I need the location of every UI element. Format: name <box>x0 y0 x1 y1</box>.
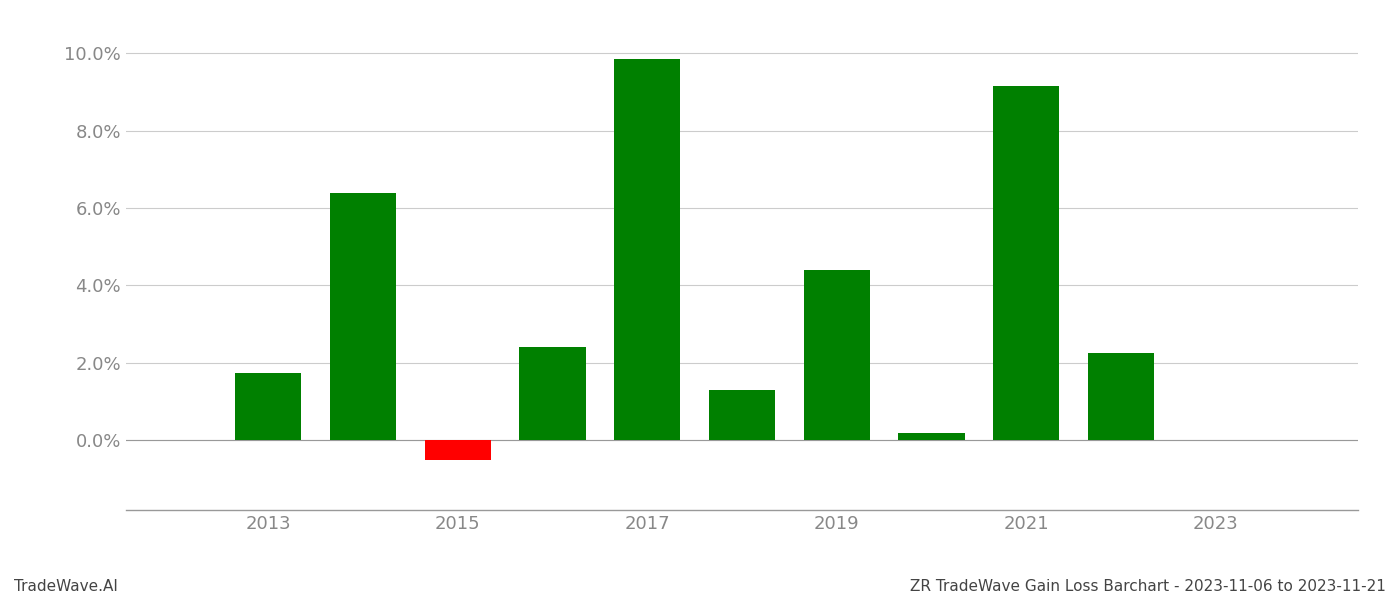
Text: ZR TradeWave Gain Loss Barchart - 2023-11-06 to 2023-11-21: ZR TradeWave Gain Loss Barchart - 2023-1… <box>910 579 1386 594</box>
Text: TradeWave.AI: TradeWave.AI <box>14 579 118 594</box>
Bar <box>708 390 776 440</box>
Bar <box>235 373 301 440</box>
Bar <box>804 270 869 440</box>
Bar <box>899 433 965 440</box>
Bar <box>1088 353 1154 440</box>
Bar <box>993 86 1060 440</box>
Bar <box>330 193 396 440</box>
Bar <box>519 347 585 440</box>
Bar <box>615 59 680 440</box>
Bar <box>424 440 491 460</box>
